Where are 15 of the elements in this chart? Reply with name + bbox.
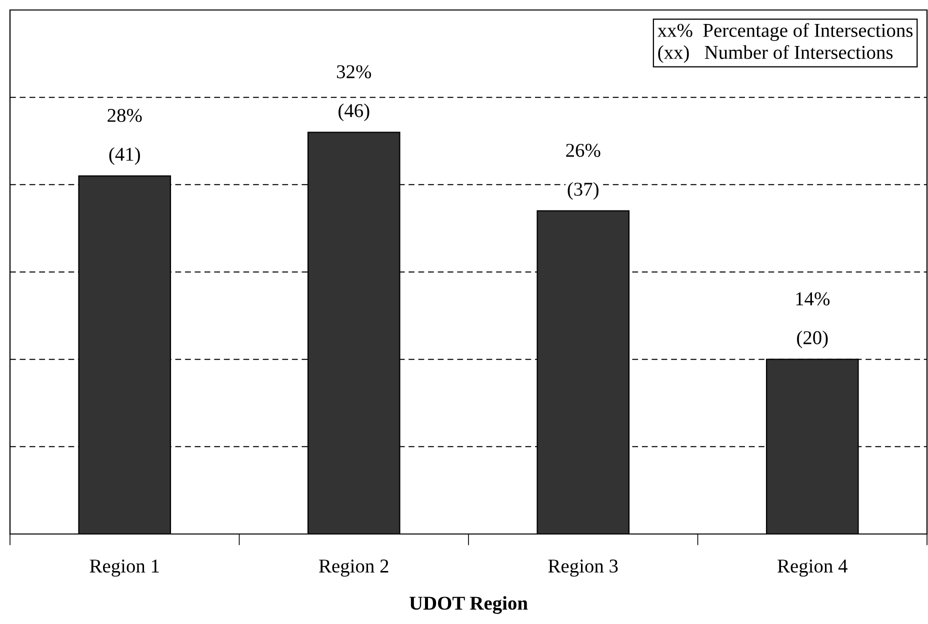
x-tick-label: Region 1 [90, 560, 159, 577]
data-label: (46) [338, 104, 370, 122]
annotation: 26% [566, 144, 600, 157]
annotation: 14% [796, 292, 830, 306]
x-tick-label: Region 3 [548, 560, 618, 577]
data-label: (20) [797, 330, 828, 348]
annotation: xx% Percentage of Intersections [657, 23, 913, 41]
annotation: (xx) Number of Intersections [658, 45, 893, 63]
x-tick-label: Region 2 [319, 560, 388, 577]
data-label: (37) [568, 182, 598, 200]
annotation: 28% [108, 108, 142, 122]
x-tick-label: Region 4 [778, 560, 848, 577]
x-axis-title: UDOT Region [409, 596, 528, 614]
annotation: 32% [336, 65, 372, 78]
data-label: (41) [109, 147, 140, 165]
